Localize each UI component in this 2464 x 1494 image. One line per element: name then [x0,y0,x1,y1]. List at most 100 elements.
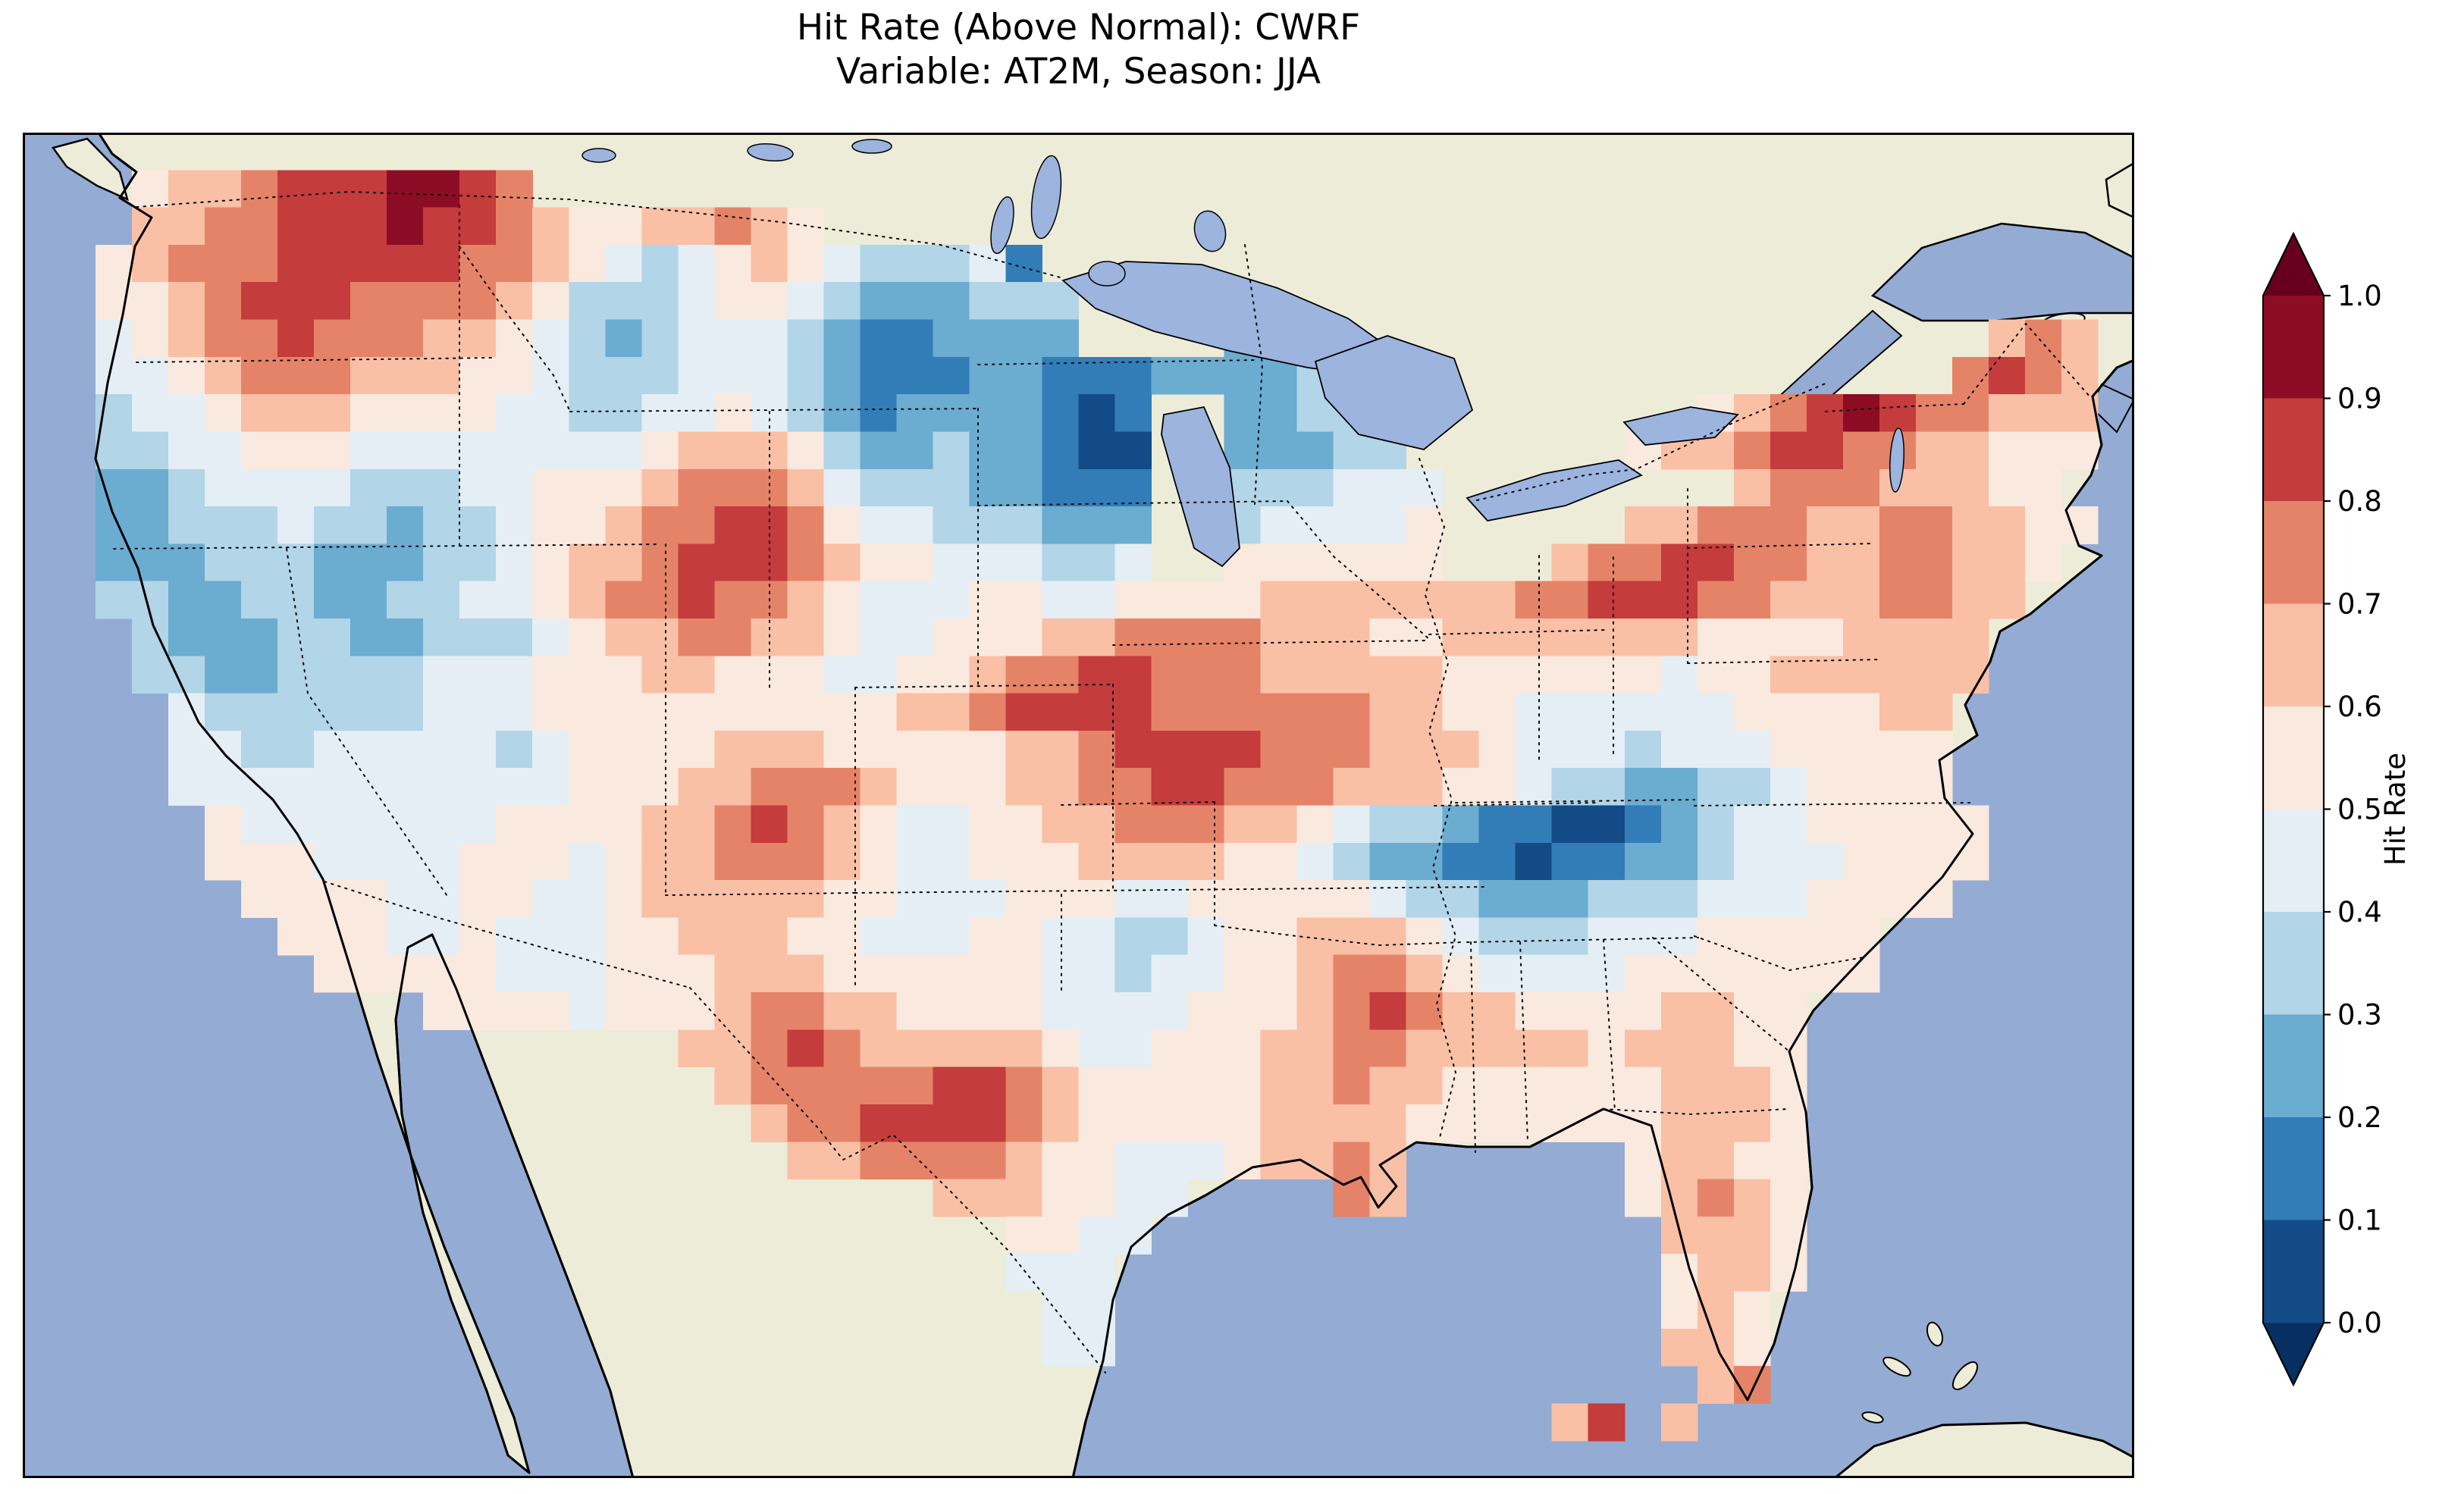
heatmap-cell [1660,506,1698,544]
heatmap-cell [168,394,205,432]
border-line [1112,640,1428,646]
heatmap-cell [1660,992,1698,1030]
heatmap-cell [1042,581,1080,619]
heatmap-cell [1260,842,1298,881]
heatmap-cell [241,319,278,358]
heatmap-cell [1187,842,1225,881]
heatmap-cell [1042,1216,1080,1254]
heatmap-cell [1624,954,1662,993]
heatmap-cell [1660,619,1698,656]
heatmap-cell [2024,394,2062,432]
heatmap-cell [569,506,606,544]
heatmap-cell [860,730,897,769]
border-line [1519,941,1528,1142]
heatmap-cell [1187,805,1225,844]
heatmap-cell [314,356,351,395]
heatmap-cell [1151,581,1189,619]
heatmap-cell [1296,1104,1334,1142]
heatmap-cell [532,207,569,246]
heatmap-cell [496,244,533,283]
heatmap-cell [168,468,205,507]
heatmap-cell [933,954,970,993]
heatmap-cell [678,880,715,918]
heatmap-cell [969,880,1006,918]
heatmap-cell [1478,1104,1516,1142]
heatmap-cell [1151,1142,1189,1180]
colorbar-band [2263,296,2324,399]
heatmap-cell [1806,954,1844,993]
heatmap-cell [969,805,1006,844]
heatmap-cell [241,170,278,208]
heatmap-cell [496,693,533,731]
heatmap-cell [1224,619,1262,656]
heatmap-cell [277,394,315,432]
heatmap-cell [1478,805,1516,844]
heatmap-cell [1588,917,1625,956]
heatmap-cell [823,1104,861,1142]
heatmap-cell [969,431,1006,470]
heatmap-cell [1660,1029,1698,1068]
heatmap-cell [1733,394,1771,432]
heatmap-cell [1915,394,1953,432]
heatmap-cell [350,207,387,246]
heatmap-cell [787,1029,824,1068]
heatmap-cell [1260,619,1298,656]
heatmap-cell [168,431,205,470]
heatmap-cell [1260,1066,1298,1105]
heatmap-cell [787,431,824,470]
heatmap-cell [1406,1104,1444,1142]
heatmap-cell [1697,619,1735,656]
heatmap-cell [969,282,1006,321]
heatmap-cell [714,1029,751,1068]
heatmap-cell [1879,619,1917,656]
heatmap-cell [787,319,824,358]
heatmap-cell [823,1142,861,1180]
heatmap-cell [496,954,533,993]
heatmap-cell [205,842,242,881]
heatmap-cell [933,619,970,656]
lake [747,143,794,162]
heatmap-cell [605,282,642,321]
heatmap-cell [132,207,169,246]
heatmap-cell [1187,1104,1225,1142]
colorbar-band [2263,398,2324,502]
heatmap-cell [96,506,133,544]
heatmap-cell [1733,693,1771,731]
heatmap-cell [277,282,315,321]
heatmap-cell [1515,1029,1553,1068]
title-block: Hit Rate (Above Normal): CWRF Variable: … [23,6,2134,94]
heatmap-cell [1951,468,1989,507]
heatmap-cell [132,543,169,582]
heatmap-cell [1005,468,1043,507]
heatmap-cell [1042,880,1080,918]
heatmap-cell [678,1029,715,1068]
heatmap-cell [751,880,788,918]
heatmap-cell [1806,581,1844,619]
heatmap-cell [1842,543,1880,582]
border-line [1214,925,1464,947]
heatmap-cell [641,506,679,544]
heatmap-cell [1806,619,1844,656]
heatmap-cell [1551,730,1589,769]
heatmap-cell [1260,394,1298,432]
heatmap-cell [1260,581,1298,619]
heatmap-cell [1224,356,1262,395]
heatmap-cell [678,394,715,432]
heatmap-cell [350,656,387,694]
heatmap-cell [569,842,606,881]
heatmap-cell [1151,693,1189,731]
heatmap-cell [459,880,497,918]
heatmap-cell [969,506,1006,544]
heatmap-cell [969,656,1006,694]
heatmap-cell [1770,619,1807,656]
heatmap-cell [1733,1254,1771,1292]
heatmap-cell [823,319,861,358]
heatmap-cell [678,842,715,881]
colorbar-band [2263,912,2324,1016]
heatmap-cell [459,468,497,507]
heatmap-cell [1660,693,1698,731]
heatmap-cell [423,656,460,694]
heatmap-cell [132,656,169,694]
heatmap-cell [1406,656,1444,694]
heatmap-cell [496,282,533,321]
